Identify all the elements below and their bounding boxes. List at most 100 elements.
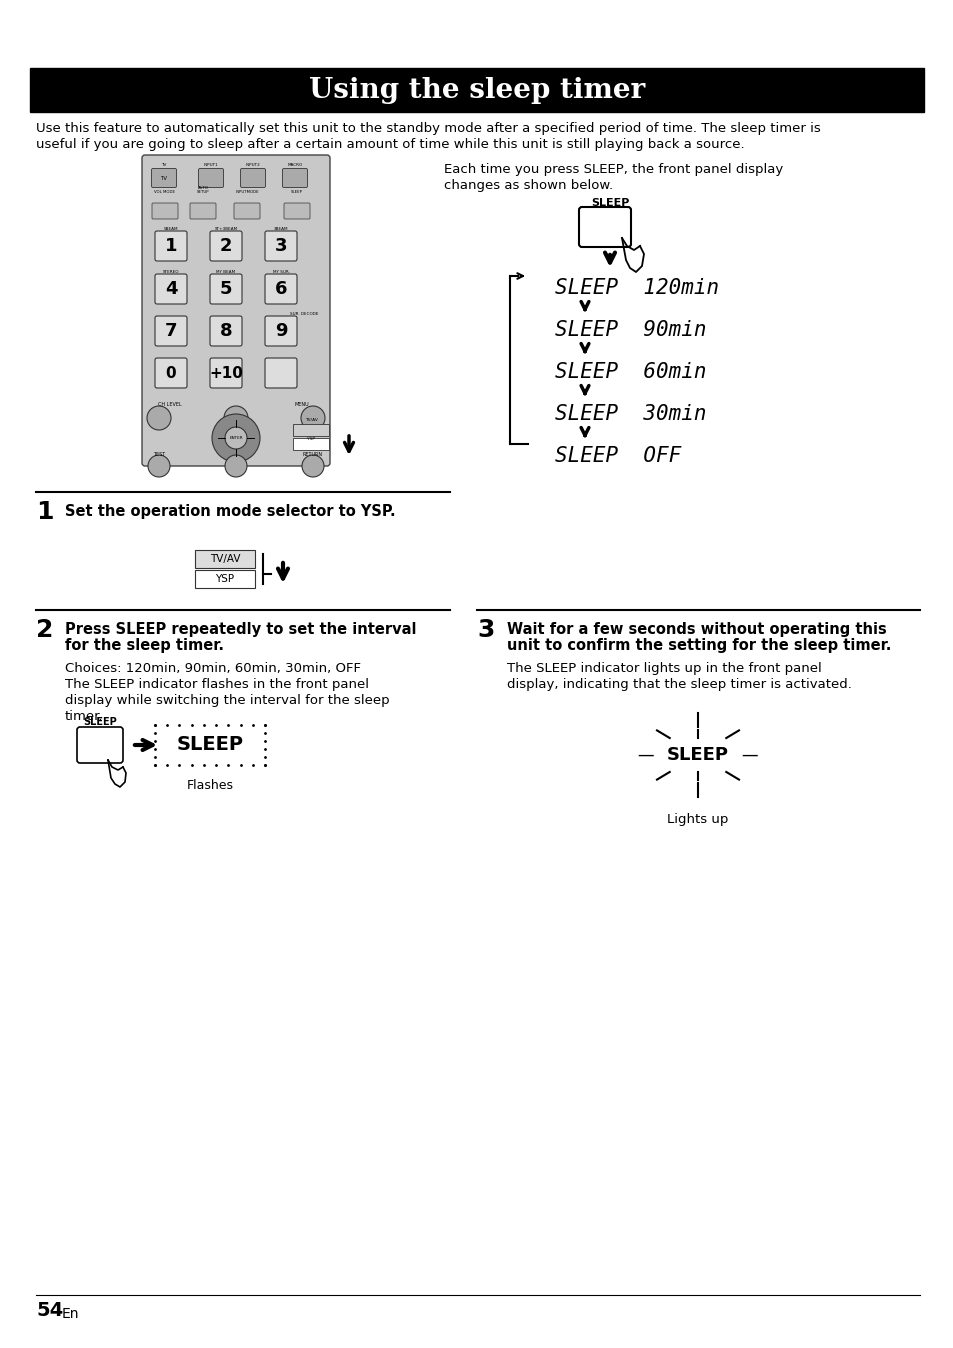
Bar [194,570,254,588]
FancyBboxPatch shape [578,208,630,247]
Circle shape [302,456,324,477]
Text: 5: 5 [219,280,232,298]
FancyBboxPatch shape [152,168,176,187]
Text: SLEEP  30min: SLEEP 30min [555,404,706,425]
Text: for the sleep timer.: for the sleep timer. [65,638,224,652]
Text: MACRO: MACRO [287,163,302,167]
Text: TV/AV: TV/AV [304,418,317,422]
Text: Use this feature to automatically set this unit to the standby mode after a spec: Use this feature to automatically set th… [36,123,820,135]
Text: Flashes: Flashes [186,779,233,793]
Text: 1: 1 [36,500,53,524]
Text: The SLEEP indicator lights up in the front panel: The SLEEP indicator lights up in the fro… [506,662,821,675]
Text: TEST: TEST [152,452,165,457]
Text: INPUT1: INPUT1 [204,163,218,167]
Text: display while switching the interval for the sleep: display while switching the interval for… [65,694,389,706]
FancyBboxPatch shape [210,274,242,305]
Text: ENTER: ENTER [229,435,243,439]
Text: 2: 2 [219,237,232,255]
Text: SLEEP  120min: SLEEP 120min [555,278,719,298]
FancyBboxPatch shape [233,204,260,218]
Text: SLEEP  90min: SLEEP 90min [555,319,706,340]
FancyBboxPatch shape [198,168,223,187]
Text: 1: 1 [165,237,177,255]
Text: SLEEP: SLEEP [291,190,303,194]
Circle shape [301,406,325,430]
FancyBboxPatch shape [265,274,296,305]
Text: Choices: 120min, 90min, 60min, 30min, OFF: Choices: 120min, 90min, 60min, 30min, OF… [65,662,360,675]
FancyBboxPatch shape [240,168,265,187]
Text: STEREO: STEREO [163,270,179,274]
FancyBboxPatch shape [210,231,242,262]
Text: 3: 3 [274,237,287,255]
Text: SLEEP: SLEEP [83,717,117,727]
Text: En: En [62,1308,79,1321]
Circle shape [212,414,260,462]
FancyBboxPatch shape [154,359,187,388]
Bar [293,425,329,435]
Text: Wait for a few seconds without operating this: Wait for a few seconds without operating… [506,621,886,638]
Text: TV: TV [161,163,167,167]
Text: RETURN: RETURN [303,452,323,457]
Bar [293,438,329,450]
FancyBboxPatch shape [210,359,242,388]
Text: YSP: YSP [307,437,314,441]
FancyBboxPatch shape [265,315,296,346]
Circle shape [148,456,170,477]
Text: TV: TV [160,175,168,181]
Text: SLEEP: SLEEP [590,198,629,208]
Text: useful if you are going to sleep after a certain amount of time while this unit : useful if you are going to sleep after a… [36,137,744,151]
Text: 4: 4 [165,280,177,298]
Text: Each time you press SLEEP, the front panel display: Each time you press SLEEP, the front pan… [443,163,782,177]
Text: +10: +10 [209,365,243,380]
Text: SLEEP: SLEEP [176,736,243,755]
Text: SLEEP  OFF: SLEEP OFF [555,446,680,466]
Text: VOL MODE: VOL MODE [154,190,175,194]
Text: INPUT2: INPUT2 [245,163,260,167]
FancyBboxPatch shape [265,231,296,262]
Text: 5BEAM: 5BEAM [164,226,178,231]
Text: 2: 2 [36,617,53,642]
Text: timer.: timer. [65,710,103,723]
Text: 7: 7 [165,322,177,340]
Text: MENU: MENU [294,402,309,407]
Text: Lights up: Lights up [666,813,728,826]
Text: 6: 6 [274,280,287,298]
FancyBboxPatch shape [152,204,178,218]
Text: CH LEVEL: CH LEVEL [158,402,182,407]
Text: display, indicating that the sleep timer is activated.: display, indicating that the sleep timer… [506,678,851,692]
Text: 9: 9 [274,322,287,340]
Text: changes as shown below.: changes as shown below. [443,179,613,191]
FancyBboxPatch shape [77,727,123,763]
Text: —: — [637,745,654,764]
Text: YSP: YSP [215,574,234,584]
Text: The SLEEP indicator flashes in the front panel: The SLEEP indicator flashes in the front… [65,678,369,692]
Text: AUTO
SETUP: AUTO SETUP [196,186,209,194]
Text: INPUTMODE: INPUTMODE [235,190,258,194]
FancyBboxPatch shape [284,204,310,218]
Text: SUR. DECODE: SUR. DECODE [291,311,318,315]
Text: MY SUR.: MY SUR. [273,270,289,274]
Text: SLEEP  60min: SLEEP 60min [555,363,706,381]
Text: Press SLEEP repeatedly to set the interval: Press SLEEP repeatedly to set the interv… [65,621,416,638]
Text: ST+3BEAM: ST+3BEAM [214,226,237,231]
Circle shape [225,456,247,477]
Text: 0: 0 [166,365,176,380]
Text: MY BEAM: MY BEAM [216,270,235,274]
Text: Using the sleep timer: Using the sleep timer [309,77,644,104]
Text: —: — [740,745,758,764]
Text: SLEEP: SLEEP [666,745,728,764]
Bar [30,67,923,112]
Text: 54: 54 [36,1301,63,1320]
Circle shape [224,406,248,430]
FancyBboxPatch shape [142,155,330,466]
FancyBboxPatch shape [154,315,187,346]
Text: 8: 8 [219,322,233,340]
FancyBboxPatch shape [190,204,215,218]
FancyBboxPatch shape [282,168,307,187]
Text: 3BEAM: 3BEAM [274,226,288,231]
FancyBboxPatch shape [154,274,187,305]
Text: Set the operation mode selector to YSP.: Set the operation mode selector to YSP. [65,504,395,519]
Circle shape [225,427,247,449]
Text: TV/AV: TV/AV [210,554,240,563]
Text: 3: 3 [476,617,494,642]
